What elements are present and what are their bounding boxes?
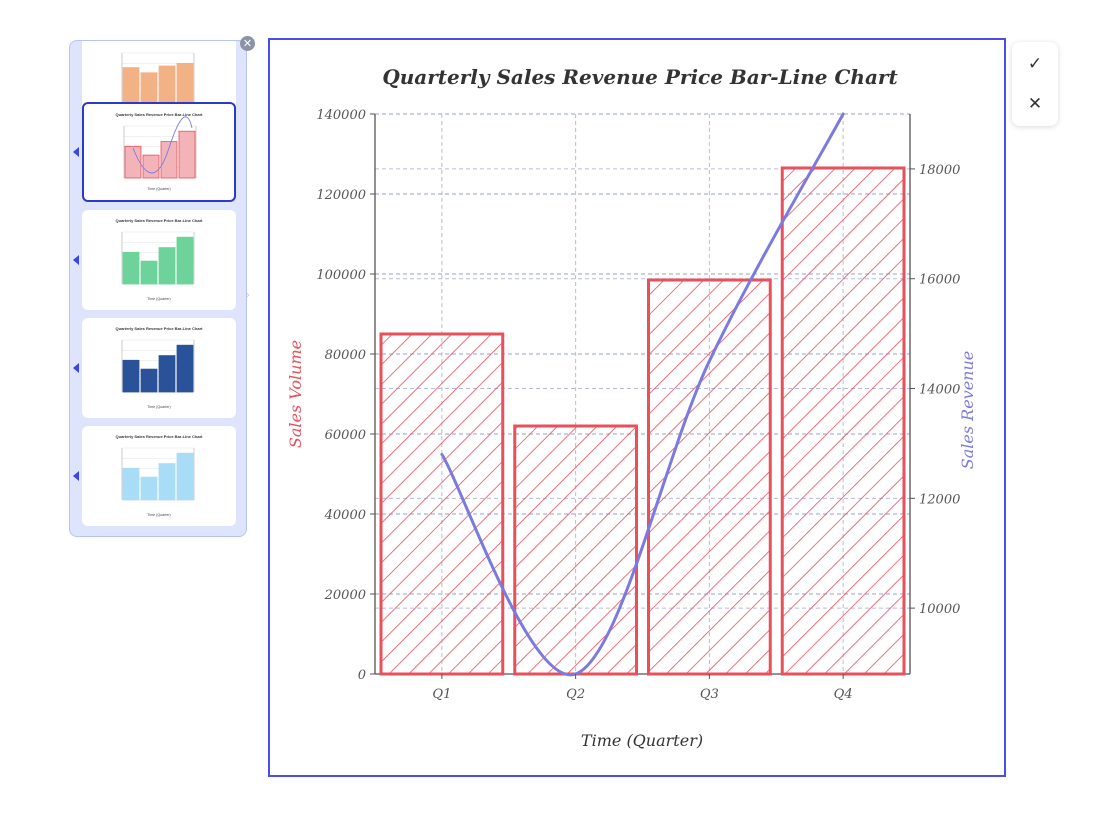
x-tick-label: Q4 <box>834 687 853 702</box>
x-axis-label: Time (Quarter) <box>581 731 703 750</box>
action-toolbar: ✓ ✕ <box>1012 42 1058 126</box>
y-axis-label: Sales Volume <box>286 340 305 448</box>
y-tick-label: 140000 <box>316 108 366 123</box>
thumbnail-bar <box>158 247 176 285</box>
thumbnail-bar <box>158 65 176 106</box>
thumbnail-line <box>132 116 193 174</box>
revenue-line <box>440 112 845 677</box>
y2-tick-label: 12000 <box>919 492 960 507</box>
thumbnail-card[interactable]: Quarterly Sales Revenue Price Bar-Line C… <box>82 102 236 202</box>
thumbnail-bar <box>140 476 158 501</box>
x-tick-label: Q1 <box>432 687 451 702</box>
thumbnail-panel: Time (Quarter)Quarterly Sales Revenue Pr… <box>69 40 247 537</box>
thumbnail-title: Quarterly Sales Revenue Price Bar-Line C… <box>116 326 204 331</box>
y-tick-label: 20000 <box>324 588 366 603</box>
y2-axis-label: Sales Revenue <box>958 351 977 469</box>
y2-tick-label: 16000 <box>919 273 960 288</box>
thumbnail-marker-icon <box>73 255 79 265</box>
thumbnail-bar <box>178 130 196 179</box>
y2-tick-label: 14000 <box>919 383 960 398</box>
thumbnail-card[interactable]: Quarterly Sales Revenue Price Bar-Line C… <box>82 318 236 418</box>
y2-tick-label: 10000 <box>919 602 960 617</box>
thumbnail-bar <box>158 355 176 393</box>
thumbnail-xlabel: Time (Quarter) <box>147 187 170 191</box>
thumbnail-title: Quarterly Sales Revenue Price Bar-Line C… <box>116 434 204 439</box>
thumbnail-bar <box>140 368 158 393</box>
main-chart: 0 20000 40000 60000 80000 100000 120000 140000 1… <box>268 38 1006 777</box>
thumbnail-marker-icon <box>73 471 79 481</box>
x-tick-label: Q3 <box>700 687 719 702</box>
y-tick-label: 0 <box>358 668 366 683</box>
thumbnail-bar <box>160 141 178 179</box>
thumbnail-bar <box>140 72 158 106</box>
thumbnail-chart: Quarterly Sales Revenue Price Bar-Line C… <box>116 326 204 409</box>
thumbnail-bar <box>142 154 160 179</box>
thumbnail-card[interactable]: Quarterly Sales Revenue Price Bar-Line C… <box>82 426 236 526</box>
thumbnail-chart: Quarterly Sales Revenue Price Bar-Line C… <box>116 112 204 191</box>
thumbnail-bar <box>122 467 140 501</box>
thumbnail-bar <box>122 251 140 285</box>
chart-canvas: 0 20000 40000 60000 80000 100000 120000 140000 1… <box>286 65 977 750</box>
y-tick-label: 80000 <box>325 348 366 363</box>
thumbnail-bar <box>122 67 140 106</box>
bar-q1 <box>379 332 505 676</box>
panel-collapse-handle[interactable]: › <box>246 290 250 301</box>
thumbnail-chart: Quarterly Sales Revenue Price Bar-Line C… <box>116 434 204 517</box>
thumbnail-card[interactable]: Quarterly Sales Revenue Price Bar-Line C… <box>82 210 236 310</box>
chart-title: Quarterly Sales Revenue Price Bar-Line C… <box>382 65 898 89</box>
thumbnail-xlabel: Time (Quarter) <box>147 297 170 301</box>
bar-q3 <box>647 278 772 676</box>
thumbnail-bar <box>176 344 194 393</box>
bar-q2 <box>513 424 638 676</box>
thumbnail-bar <box>140 260 158 285</box>
thumbnail-bar <box>122 359 140 393</box>
thumbnail-chart: Time (Quarter) <box>121 52 195 122</box>
y-tick-label: 120000 <box>316 188 366 203</box>
thumbnail-marker-icon <box>73 147 79 157</box>
thumbnail-chart: Quarterly Sales Revenue Price Bar-Line C… <box>116 218 204 301</box>
thumbnail-bar <box>158 463 176 501</box>
thumbnail-marker-icon <box>73 363 79 373</box>
thumbnail-title: Quarterly Sales Revenue Price Bar-Line C… <box>116 112 204 117</box>
y-tick-label: 60000 <box>325 428 366 443</box>
thumbnail-xlabel: Time (Quarter) <box>147 405 170 409</box>
close-icon[interactable]: ✕ <box>1027 94 1043 114</box>
close-panel-icon[interactable]: ✕ <box>240 36 255 51</box>
y-tick-label: 100000 <box>316 268 366 283</box>
y-tick-label: 40000 <box>324 508 366 523</box>
thumbnail-bar <box>124 145 142 179</box>
y2-tick-label: 18000 <box>919 163 960 178</box>
x-tick-label: Q2 <box>566 687 585 702</box>
thumbnail-bar <box>176 236 194 285</box>
thumbnail-bar <box>176 63 194 106</box>
thumbnail-title: Quarterly Sales Revenue Price Bar-Line C… <box>116 218 204 223</box>
thumbnail-bar <box>176 452 194 501</box>
check-icon[interactable]: ✓ <box>1027 54 1043 74</box>
bar-q4 <box>780 166 906 676</box>
thumbnail-xlabel: Time (Quarter) <box>147 513 170 517</box>
